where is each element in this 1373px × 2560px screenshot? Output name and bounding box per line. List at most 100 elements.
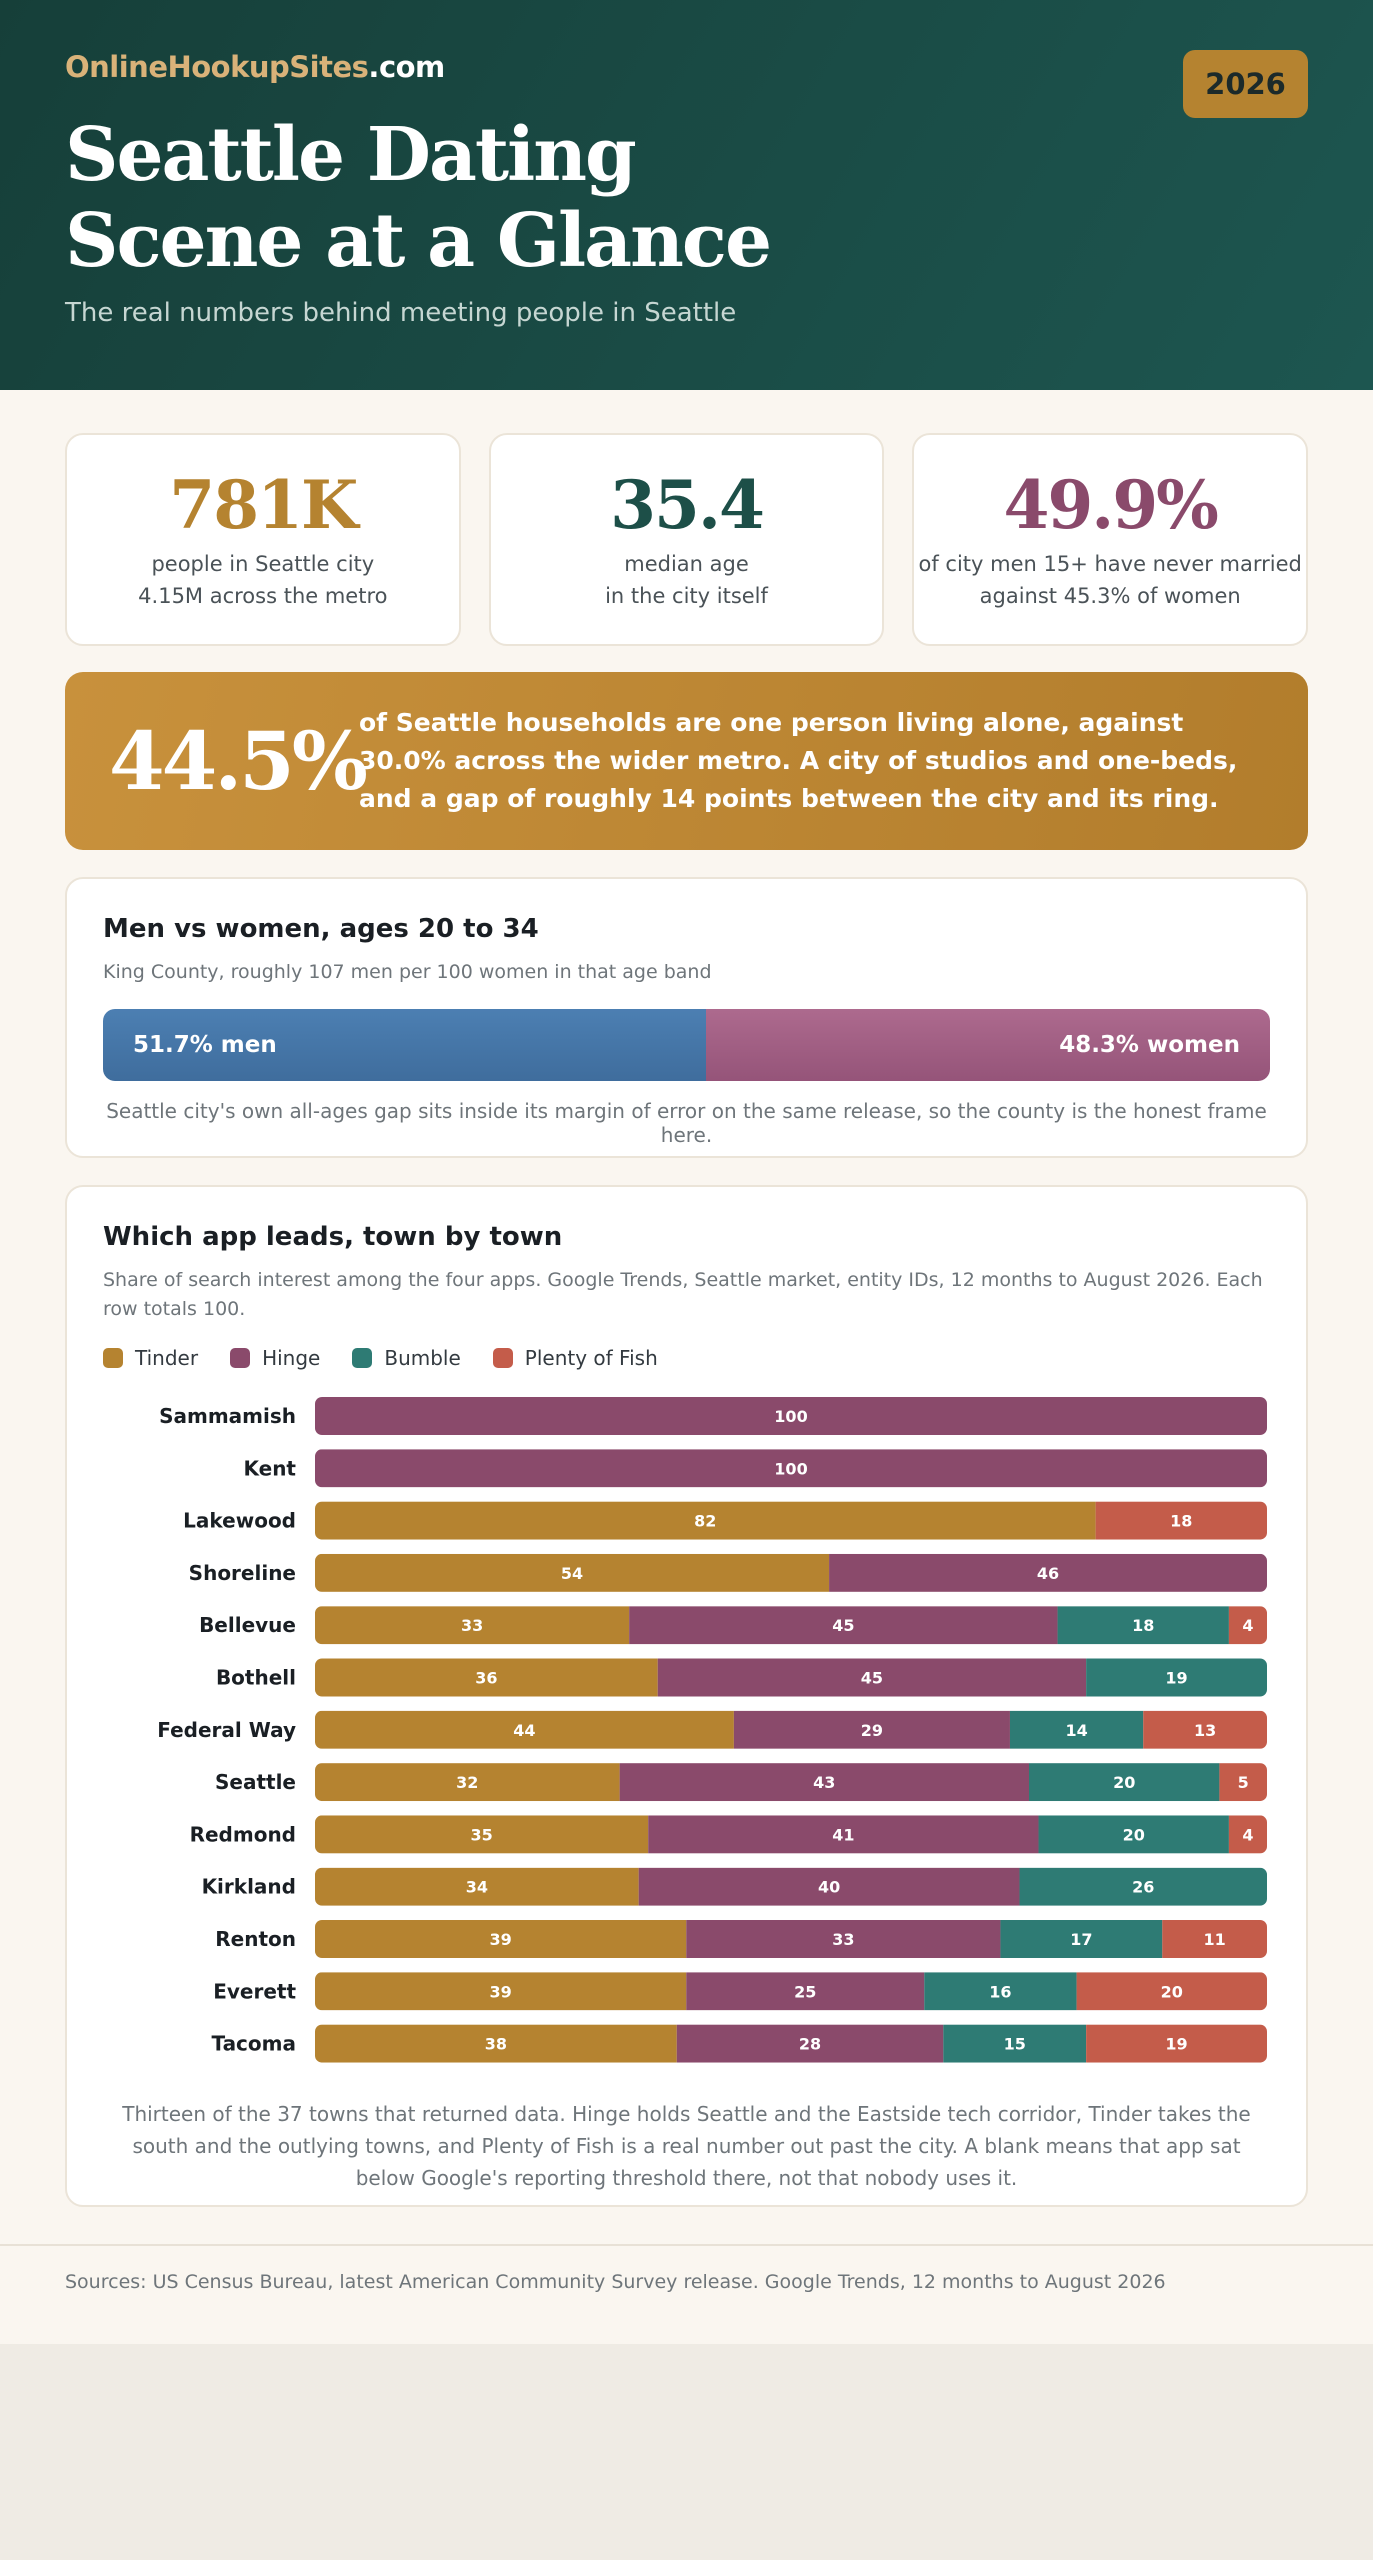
app-share-chart: Sammamish 100 Kent 100 Lakewood 82 18 Shoreline… xyxy=(157,1397,1267,2063)
data-label: 100 xyxy=(774,1459,807,1478)
bar-row: Shoreline 54 46 xyxy=(189,1553,1267,1592)
bar-segment xyxy=(1076,1972,1267,2011)
data-label: 35 xyxy=(470,1825,492,1844)
tick-label: Kirkland xyxy=(202,1875,296,1899)
data-label: 44 xyxy=(513,1721,535,1740)
stat-label-line: people in Seattle city xyxy=(151,551,375,576)
app-share-card: Which app leads, town by town Share of s… xyxy=(65,1185,1308,2207)
data-label: 45 xyxy=(832,1616,854,1635)
data-label: 26 xyxy=(1132,1878,1154,1897)
sources-text: Sources: US Census Bureau, latest Americ… xyxy=(65,2271,1166,2293)
stat-label: of city men 15+ have never married again… xyxy=(918,548,1301,612)
page-title: Seattle Dating Scene at a Glance xyxy=(65,112,772,284)
legend-item: Bumble xyxy=(352,1346,461,1370)
data-label: 29 xyxy=(861,1721,883,1740)
bar-segment xyxy=(629,1606,1058,1645)
brand-name-part1: OnlineHookupSites xyxy=(65,50,369,84)
bar-segment xyxy=(686,1972,925,2011)
bar-row: Seattle 32 43 20 5 xyxy=(215,1763,1267,1802)
card-title: Which app leads, town by town xyxy=(103,1222,563,1252)
stat-label: median age in the city itself xyxy=(605,548,768,612)
bar-segment xyxy=(315,2024,677,2063)
bar-segment xyxy=(829,1553,1267,1592)
bar-row: Bellevue 33 45 18 4 xyxy=(199,1606,1267,1645)
bar-row: Lakewood 82 18 xyxy=(183,1501,1267,1540)
data-label: 28 xyxy=(799,2035,821,2054)
data-label: 4 xyxy=(1242,1825,1253,1844)
brand-name-part2: .com xyxy=(368,50,445,84)
bar-segment xyxy=(619,1763,1029,1802)
data-label: 82 xyxy=(694,1512,716,1531)
callout-text: of Seattle households are one person liv… xyxy=(359,708,1238,813)
data-label: 18 xyxy=(1170,1512,1192,1531)
tick-label: Seattle xyxy=(215,1770,296,1794)
stat-label-line: in the city itself xyxy=(605,583,768,608)
stat-value: 35.4 xyxy=(610,465,765,544)
bar-segment xyxy=(1143,1710,1267,1749)
bar-segment xyxy=(1009,1710,1144,1749)
stat-value: 781K xyxy=(169,465,358,544)
bar-segment xyxy=(1038,1815,1229,1854)
bar-segment xyxy=(315,1397,1267,1435)
data-label: 11 xyxy=(1204,1930,1226,1949)
gender-split-bar: 51.7% men 48.3% women xyxy=(103,1009,1270,1081)
data-label: 16 xyxy=(989,1982,1011,2001)
bar-row: Renton 39 33 17 11 xyxy=(215,1920,1267,1958)
bar-row: Redmond 35 41 20 4 xyxy=(190,1815,1267,1854)
tick-label: Shoreline xyxy=(189,1561,296,1585)
bar-segment xyxy=(1000,1920,1163,1958)
bar-segment xyxy=(315,1658,658,1697)
stat-label: people in Seattle city 4.15M across the … xyxy=(138,548,387,612)
stat-cards: 781K people in Seattle city 4.15M across… xyxy=(65,433,1309,646)
data-label: 39 xyxy=(490,1930,512,1949)
bar-segment xyxy=(315,1710,734,1749)
living-alone-callout: 44.5% of Seattle households are one pers… xyxy=(65,672,1308,850)
bar-row: Bothell 36 45 19 xyxy=(216,1658,1267,1697)
bar-row: Sammamish 100 xyxy=(159,1397,1267,1435)
card-subtitle: King County, roughly 107 men per 100 wom… xyxy=(103,961,712,983)
legend-label: Bumble xyxy=(384,1346,461,1370)
bar-segment xyxy=(1228,1815,1267,1854)
tick-label: Federal Way xyxy=(157,1718,296,1742)
data-label: 36 xyxy=(475,1669,497,1688)
bar-segment xyxy=(315,1449,1267,1488)
bar-segment xyxy=(657,1658,1087,1697)
callout-value: 44.5% xyxy=(109,714,368,808)
data-label: 100 xyxy=(774,1407,807,1426)
tick-label: Tacoma xyxy=(212,2032,297,2056)
bar-segment xyxy=(315,1920,687,1958)
legend-label: Plenty of Fish xyxy=(524,1346,658,1370)
bar-segment xyxy=(1057,1606,1229,1645)
data-label: 20 xyxy=(1161,1982,1183,2001)
data-label: 38 xyxy=(485,2035,507,2054)
bar-segment xyxy=(943,2024,1087,2063)
legend-swatch xyxy=(492,1348,513,1368)
header-banner: OnlineHookupSites.com 2026 Seattle Datin… xyxy=(0,0,1373,390)
legend-item: Plenty of Fish xyxy=(492,1346,658,1370)
tick-label: Everett xyxy=(213,1979,296,2003)
bar-row: Federal Way 44 29 14 13 xyxy=(157,1710,1267,1749)
data-label: 43 xyxy=(813,1773,835,1792)
card-subtitle: Share of search interest among the four … xyxy=(103,1269,1263,1320)
stat-label-line: of city men 15+ have never married xyxy=(918,551,1302,576)
stat-card-median-age: 35.4 median age in the city itself xyxy=(488,433,885,646)
bar-segment xyxy=(315,1815,649,1854)
data-label: 32 xyxy=(456,1773,478,1792)
legend-item: Hinge xyxy=(230,1346,320,1370)
bar-segment xyxy=(676,2024,944,2063)
data-label: 20 xyxy=(1113,1773,1135,1792)
brand-logo[interactable]: OnlineHookupSites.com xyxy=(65,50,1308,84)
bar-row: Everett 39 25 16 20 xyxy=(213,1972,1267,2011)
bar-segment xyxy=(1019,1867,1267,1906)
bar-segment xyxy=(1162,1920,1267,1958)
legend-swatch xyxy=(230,1348,251,1368)
data-label: 41 xyxy=(832,1825,854,1844)
infographic-page: OnlineHookupSites.com 20 26 Seattle Datin… xyxy=(0,0,1373,2344)
legend-label: Tinder xyxy=(135,1346,199,1370)
chart-legend: Tinder Hinge Bumble Plenty of Fish xyxy=(103,1346,1270,1370)
data-label: 34 xyxy=(466,1878,488,1897)
data-label: 25 xyxy=(794,1982,816,2001)
bar-row: Tacoma 38 28 15 19 xyxy=(212,2024,1267,2063)
data-label: 33 xyxy=(832,1930,854,1949)
gender-note: Seattle city's own all-ages gap sits ins… xyxy=(106,1099,1267,1147)
